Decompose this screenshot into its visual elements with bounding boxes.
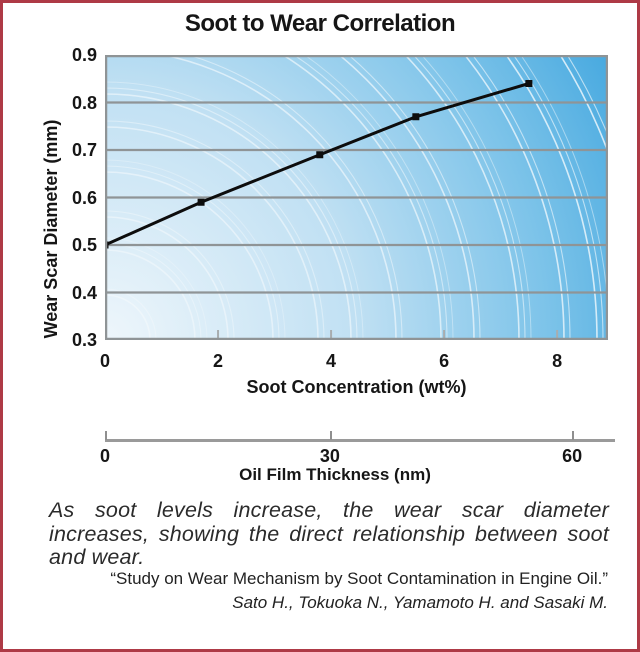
- y-tick-label: 0.9: [71, 45, 97, 65]
- y-tick-label: 0.8: [71, 92, 97, 113]
- y-tick-label: 0.5: [71, 235, 97, 255]
- secondary-axis-title: Oil Film Thickness (nm): [239, 465, 431, 484]
- secondary-axis-tick-label: 0: [99, 446, 110, 466]
- plot-svg: [105, 55, 608, 340]
- chart-title: Soot to Wear Correlation: [184, 10, 456, 37]
- y-tick-label: 0.3: [71, 330, 97, 350]
- y-axis-title: Wear Scar Diameter (mm): [41, 119, 61, 339]
- x-tick-label: 2: [213, 351, 224, 371]
- plot-area: [105, 55, 608, 340]
- caption-line: increases, showing the direct relationsh…: [49, 521, 609, 546]
- secondary-axis-tick-label: 30: [319, 446, 340, 466]
- caption: As soot levels increase, the wear scar d…: [49, 498, 609, 570]
- secondary-axis-tick-label: 60: [562, 446, 583, 466]
- citation-title: “Study on Wear Mechanism by Soot Contami…: [110, 569, 608, 588]
- y-tick-label: 0.7: [71, 140, 97, 160]
- secondary-axis-tick: [572, 431, 575, 440]
- secondary-axis-tick: [105, 431, 107, 440]
- caption-line: As soot levels increase, the wear scar d…: [49, 498, 609, 522]
- x-tick-label: 4: [326, 351, 337, 371]
- x-axis-title: Soot Concentration (wt%): [246, 377, 467, 397]
- x-tick-label: 0: [99, 351, 110, 371]
- x-tick-label: 6: [439, 351, 450, 371]
- x-tick-label: 8: [552, 351, 563, 371]
- caption-line: and wear.: [49, 545, 145, 569]
- secondary-axis-tick: [329, 431, 332, 440]
- secondary-axis-line: [105, 439, 615, 442]
- citation-authors: Sato H., Tokuoka N., Yamamoto H. and Sas…: [232, 593, 608, 612]
- y-tick-label: 0.6: [71, 187, 97, 208]
- y-tick-label: 0.4: [71, 282, 97, 303]
